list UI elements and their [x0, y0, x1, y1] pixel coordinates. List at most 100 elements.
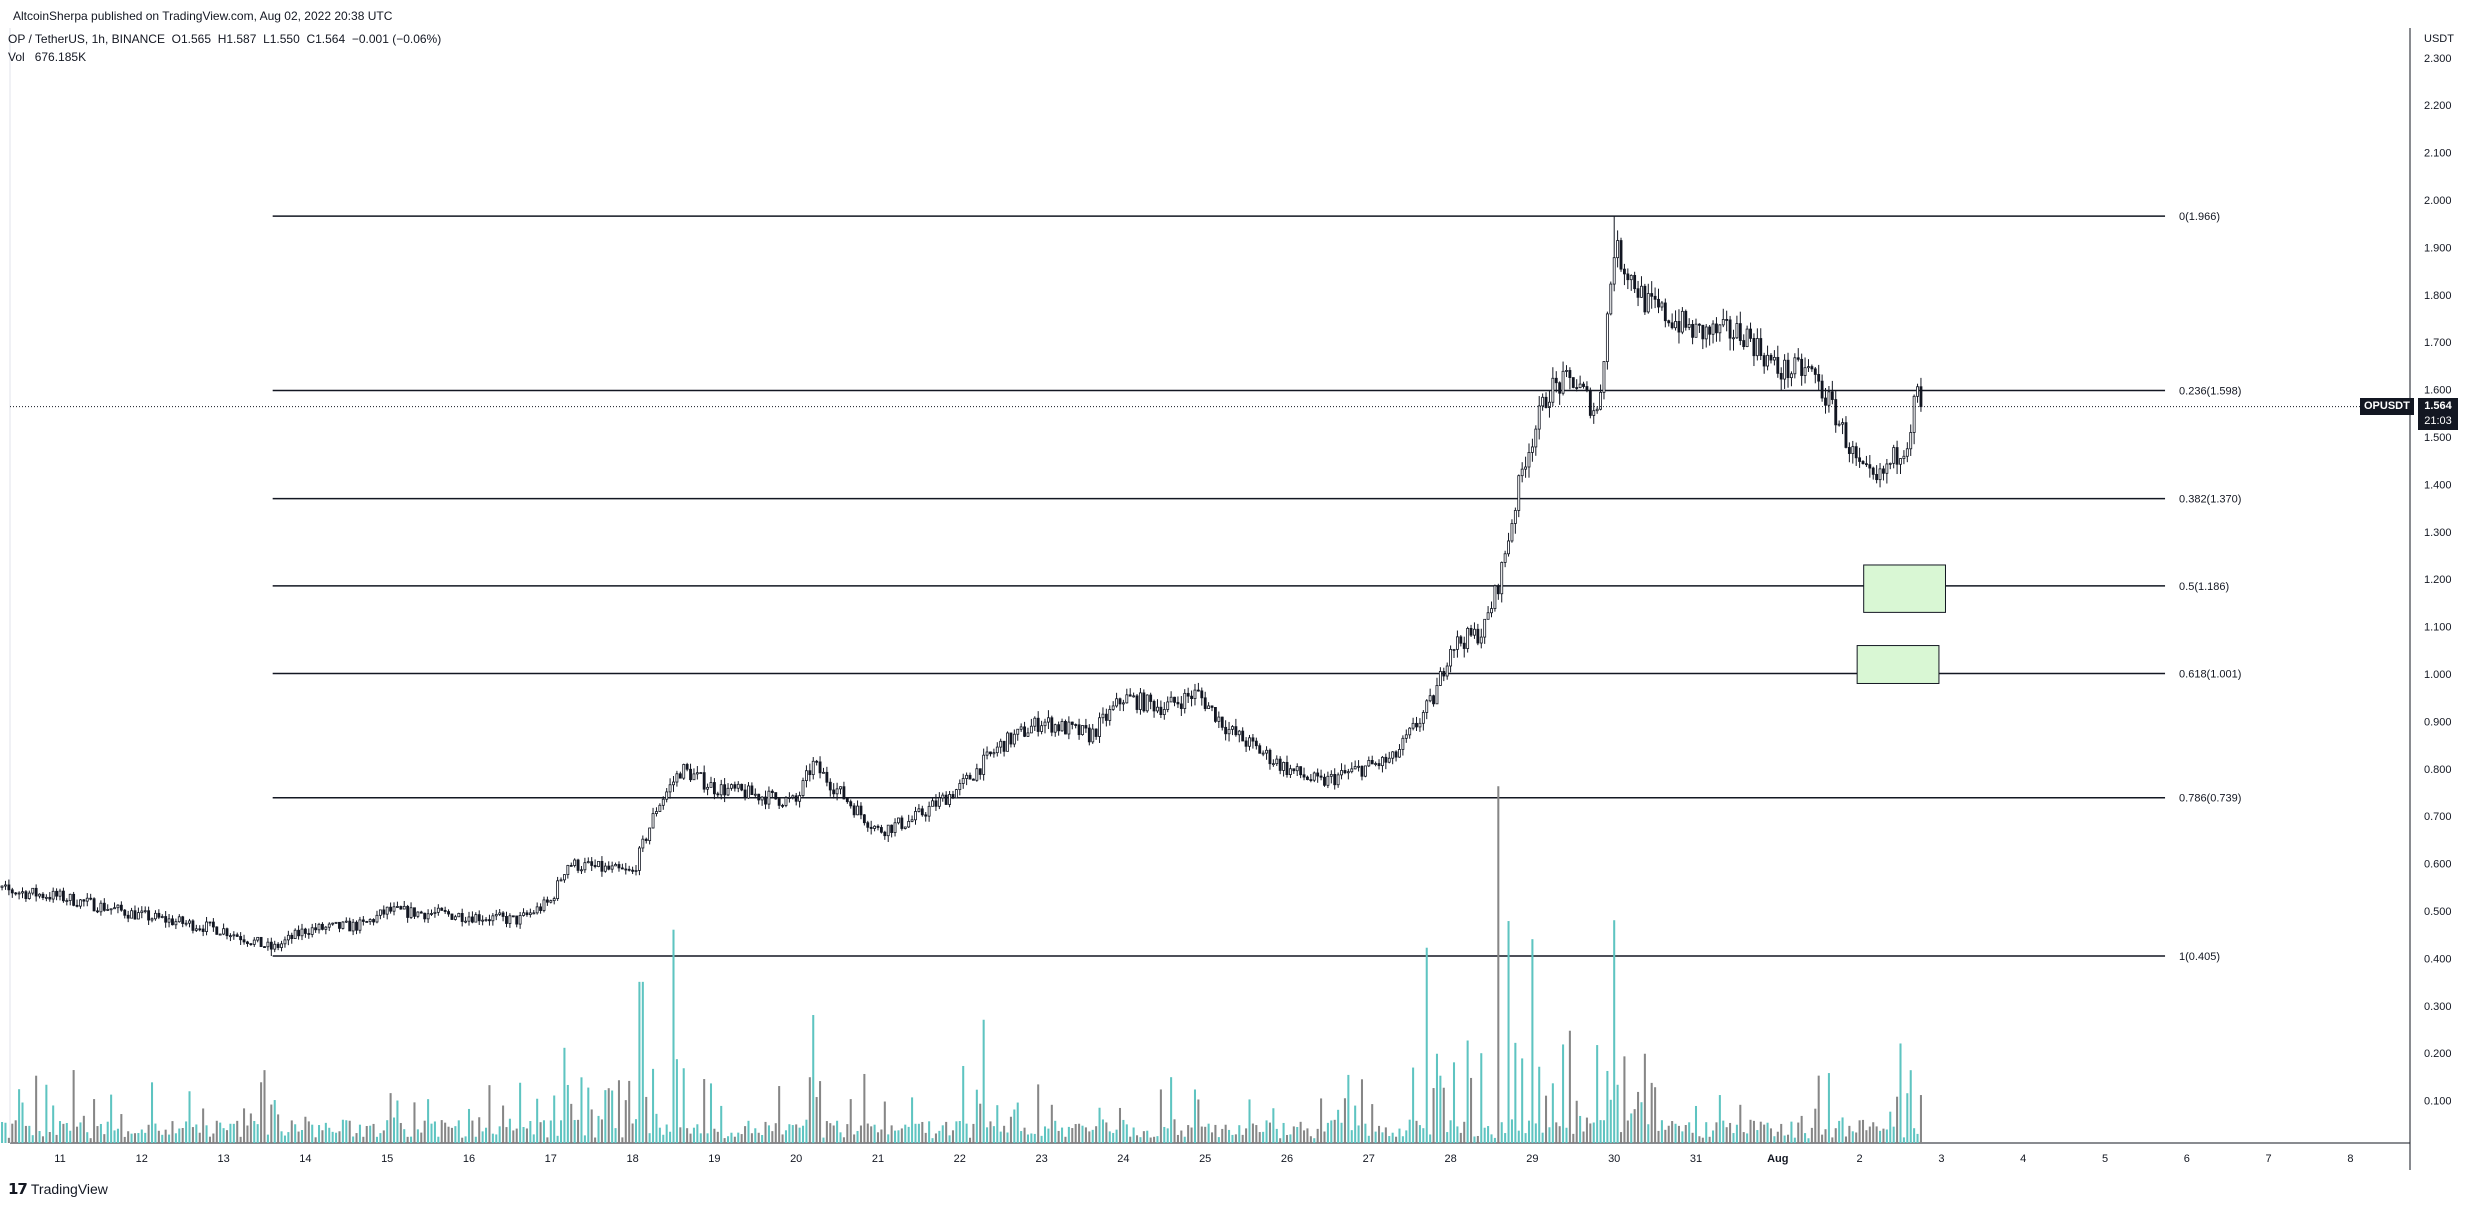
candle-down — [1588, 389, 1592, 416]
volume-bar — [249, 1113, 252, 1143]
candle-up — [975, 768, 979, 781]
support-zones[interactable] — [1856, 564, 1946, 684]
volume-bar — [161, 1134, 164, 1143]
volume-bar — [430, 1123, 433, 1143]
candle-down — [215, 926, 219, 935]
volume-bar — [1098, 1107, 1101, 1143]
volume-bar — [1769, 1128, 1773, 1143]
volume-bar — [1166, 1128, 1169, 1143]
volume-bar — [420, 1132, 423, 1143]
volume-bar — [754, 1128, 757, 1143]
candle-up — [637, 847, 641, 871]
candle-down — [1697, 323, 1701, 326]
candle-down — [1582, 383, 1585, 387]
volume-bar — [154, 1123, 157, 1143]
fibonacci-retracement[interactable]: 0(1.966) 0.236(1.598) 0.382(1.370) 0.5(1.18… — [272, 211, 2242, 963]
volume-bar — [277, 1114, 280, 1143]
price-tick-label: 1.500 — [2424, 432, 2452, 444]
volume-bar — [1033, 1133, 1036, 1143]
volume-bar — [1773, 1136, 1776, 1143]
volume-bar — [1592, 1122, 1595, 1143]
time-tick-label: 22 — [954, 1153, 966, 1165]
volume-bar — [151, 1082, 154, 1143]
candle-down — [126, 914, 130, 919]
volume-bar — [1844, 1136, 1847, 1143]
volume-bar — [900, 1128, 903, 1143]
volume-bar — [1548, 1127, 1551, 1143]
volume-bar — [1749, 1119, 1752, 1143]
volume-bar — [321, 1130, 324, 1143]
volume-bar — [512, 1130, 515, 1143]
volume-bar — [1364, 1123, 1367, 1143]
legend-symbol-line[interactable]: OP / TetherUS, 1h, BINANCE O1.565 H1.587… — [8, 32, 441, 46]
volume-bar — [778, 1086, 781, 1143]
candle-up — [580, 869, 583, 872]
candle-down — [259, 936, 263, 948]
volume-bar — [617, 1080, 620, 1143]
volume-bar — [1742, 1132, 1745, 1143]
volume-bar — [1715, 1122, 1718, 1143]
volume-bar — [389, 1093, 392, 1143]
support-zone-box[interactable] — [1863, 564, 1946, 613]
volume-bar — [1698, 1136, 1701, 1143]
price-tick-label: 2.100 — [2424, 148, 2452, 160]
candle-up — [1053, 724, 1057, 733]
time-axis[interactable]: 11 12 13 14 15 16 17 18 19 20 21 22 23 24 25 26 27 28 29 30… — [54, 1153, 2353, 1165]
volume-bar — [1081, 1125, 1084, 1143]
candle-up — [648, 827, 652, 841]
candle-up — [1207, 705, 1211, 710]
candle-up — [907, 820, 911, 828]
candle-up — [1680, 310, 1684, 333]
candle-up — [995, 746, 999, 754]
price-tick-label: 1.400 — [2424, 479, 2452, 491]
volume-bar — [880, 1129, 883, 1143]
volume-bar — [1384, 1127, 1387, 1143]
candle-up — [1493, 585, 1497, 609]
candle-up — [856, 805, 859, 816]
volume-bar — [1902, 1137, 1905, 1143]
volume-bar — [423, 1120, 426, 1143]
symbol-title[interactable]: OP / TetherUS, 1h, BINANCE — [8, 32, 165, 46]
volume-bar — [1176, 1134, 1179, 1143]
volume-bar — [1879, 1130, 1882, 1143]
volume-bar — [1725, 1127, 1728, 1143]
volume-bar — [79, 1122, 82, 1143]
candle-up — [1374, 763, 1378, 765]
candle-down — [1292, 768, 1296, 772]
time-tick-label: 4 — [2020, 1153, 2026, 1165]
volume-bar — [798, 1127, 801, 1143]
support-zone-box[interactable] — [1856, 645, 1940, 684]
volume-bar — [587, 1087, 590, 1143]
legend-volume-line[interactable]: Vol 676.185K — [8, 50, 86, 64]
candle-up — [1006, 732, 1009, 752]
candle-up — [1237, 730, 1241, 736]
volume-bar — [273, 1100, 276, 1143]
volume-bar — [594, 1137, 597, 1143]
candle-down — [1800, 358, 1804, 376]
volume-bar — [1, 1122, 4, 1143]
candle-up — [1841, 422, 1844, 425]
candle-down — [590, 861, 594, 866]
volume-bar — [1804, 1133, 1807, 1143]
volume-bar — [1061, 1127, 1064, 1143]
volume-bar — [1105, 1122, 1108, 1143]
volume-bar — [1095, 1126, 1098, 1143]
tradingview-brand[interactable]: 𝟭𝟳 TradingView — [8, 1180, 108, 1198]
volume-bar — [764, 1121, 767, 1143]
volume-bar — [1398, 1128, 1401, 1143]
volume-bar — [1555, 1122, 1558, 1143]
volume-bar — [382, 1130, 385, 1143]
volume-bar — [1674, 1123, 1677, 1143]
candle-down — [1834, 399, 1838, 426]
volume-bar — [1589, 1123, 1592, 1143]
candle-down — [276, 943, 280, 948]
volume-bar — [832, 1125, 835, 1143]
candle-up — [760, 796, 764, 801]
time-tick-label: 24 — [1117, 1153, 1129, 1165]
candle-up — [1578, 383, 1582, 389]
price-tick-label: 0.800 — [2424, 764, 2452, 776]
volume-bar — [416, 1129, 419, 1143]
candle-down — [934, 800, 938, 807]
price-axis[interactable]: 2.300 2.200 2.100 2.000 1.900 1.800 1.700 1.600… — [2424, 53, 2452, 1108]
